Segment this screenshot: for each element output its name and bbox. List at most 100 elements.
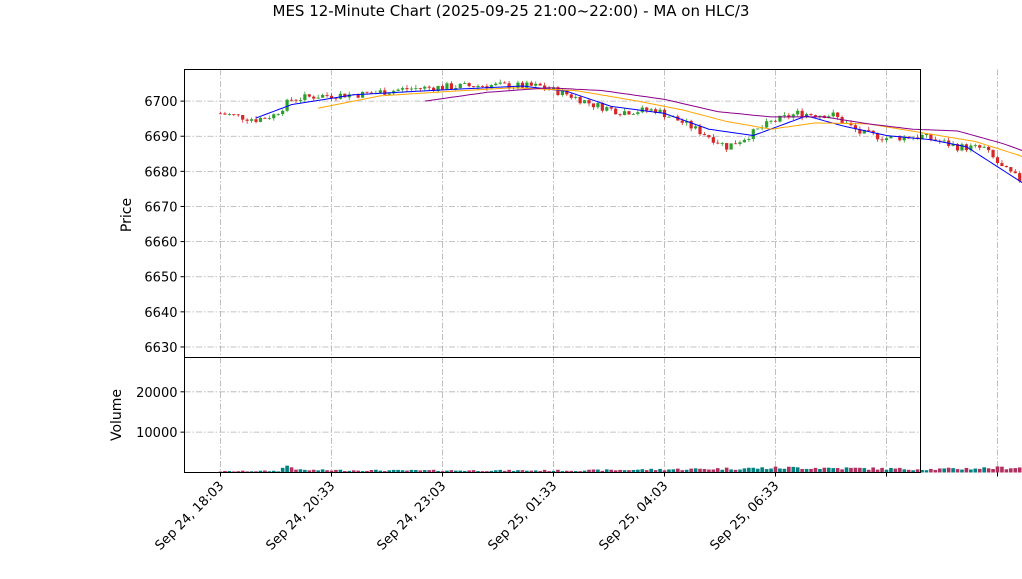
x-tick-label: Sep 24, 20:33 <box>263 479 338 554</box>
candle-body <box>397 90 400 91</box>
candle-body <box>867 130 870 131</box>
volume-bar <box>934 470 938 473</box>
volume-bar <box>996 466 1000 472</box>
chart-title: MES 12-Minute Chart (2025-09-25 21:00~22… <box>273 2 750 20</box>
volume-bar <box>694 468 698 472</box>
candle-body <box>765 121 768 127</box>
volume-bar <box>756 469 760 473</box>
candle-body <box>410 89 413 90</box>
volume-bar <box>894 469 898 473</box>
volume-bars <box>219 362 1022 473</box>
candle-body <box>312 97 315 99</box>
volume-bar <box>818 469 822 473</box>
candle-body <box>228 114 231 115</box>
volume-bar <box>285 466 289 473</box>
volume-bar <box>845 467 849 472</box>
candle-body <box>365 92 368 93</box>
candle-body <box>481 86 484 87</box>
candle-body <box>441 86 444 89</box>
candle-body <box>570 94 573 97</box>
volume-bar <box>827 468 831 473</box>
candle-body <box>428 87 431 88</box>
candle-body <box>1014 171 1017 173</box>
moving-average-line <box>425 88 1022 237</box>
candle-body <box>1005 166 1008 167</box>
moving-average-lines <box>256 86 1022 287</box>
volume-bar <box>863 468 867 472</box>
candle-body <box>579 97 582 103</box>
candle-body <box>259 118 262 122</box>
price-grid <box>185 70 1022 358</box>
candle-body <box>587 100 590 103</box>
candle-body <box>983 147 986 148</box>
candle-body <box>730 143 733 149</box>
volume-bar <box>960 470 964 473</box>
candle-body <box>388 93 391 94</box>
candle-body <box>738 142 741 144</box>
candle-body <box>583 100 586 103</box>
candle-body <box>698 126 701 134</box>
volume-bar <box>942 468 946 472</box>
candle-body <box>943 141 946 142</box>
volume-bar <box>849 468 853 473</box>
candle-body <box>219 113 222 114</box>
candle-body <box>694 126 697 128</box>
volume-bar <box>760 467 764 472</box>
price-tick-label: 6670 <box>144 200 177 215</box>
price-tick-label: 6660 <box>144 236 177 251</box>
candle-body <box>321 95 324 98</box>
candle-body <box>991 150 994 157</box>
x-tick-label: Sep 25, 04:03 <box>596 479 671 554</box>
candle-body <box>277 114 280 115</box>
candle-body <box>596 103 599 107</box>
candle-body <box>996 157 999 163</box>
volume-bar <box>698 469 702 473</box>
price-axis-label: Price <box>119 198 135 232</box>
volume-bar <box>814 468 818 473</box>
candle-body <box>472 86 475 87</box>
volume-bar <box>956 469 960 472</box>
moving-average-line <box>318 88 1022 266</box>
volume-bar <box>281 468 285 473</box>
candle-body <box>503 83 506 84</box>
candle-body <box>623 111 626 115</box>
volume-bar <box>823 468 827 473</box>
candle-body <box>880 139 883 140</box>
price-tick-label: 6700 <box>144 95 177 110</box>
volume-bar <box>1000 467 1004 473</box>
candle-body <box>530 83 533 86</box>
candle-body <box>667 117 670 118</box>
volume-bar <box>765 469 769 472</box>
candle-body <box>281 111 284 114</box>
candle-body <box>627 111 630 114</box>
candle-body <box>223 113 226 114</box>
volume-bar <box>836 468 840 472</box>
volume-bar <box>991 469 995 473</box>
x-tick-label: Sep 25, 01:33 <box>485 479 560 554</box>
volume-bar <box>925 470 929 472</box>
volume-bar <box>658 469 662 473</box>
volume-bar <box>965 468 969 473</box>
candle-body <box>796 111 799 115</box>
candle-body <box>423 87 426 89</box>
candle-body <box>499 83 502 84</box>
candle-body <box>254 119 257 122</box>
candle-body <box>645 108 648 111</box>
volume-bar <box>982 467 986 472</box>
volume-tick-label: 20000 <box>136 386 177 401</box>
candle-body <box>769 121 772 122</box>
candle-body <box>286 100 289 111</box>
candle-body <box>725 143 728 149</box>
price-panel-frame <box>185 70 921 358</box>
candle-body <box>539 84 542 86</box>
candle-body <box>414 88 417 89</box>
candle-body <box>783 115 786 116</box>
candle-body <box>756 129 759 130</box>
volume-bar <box>743 468 747 472</box>
candle-body <box>299 100 302 101</box>
candle-body <box>250 119 253 121</box>
candle-body <box>632 114 635 115</box>
candle-body <box>752 129 755 139</box>
volume-bar <box>725 468 729 473</box>
